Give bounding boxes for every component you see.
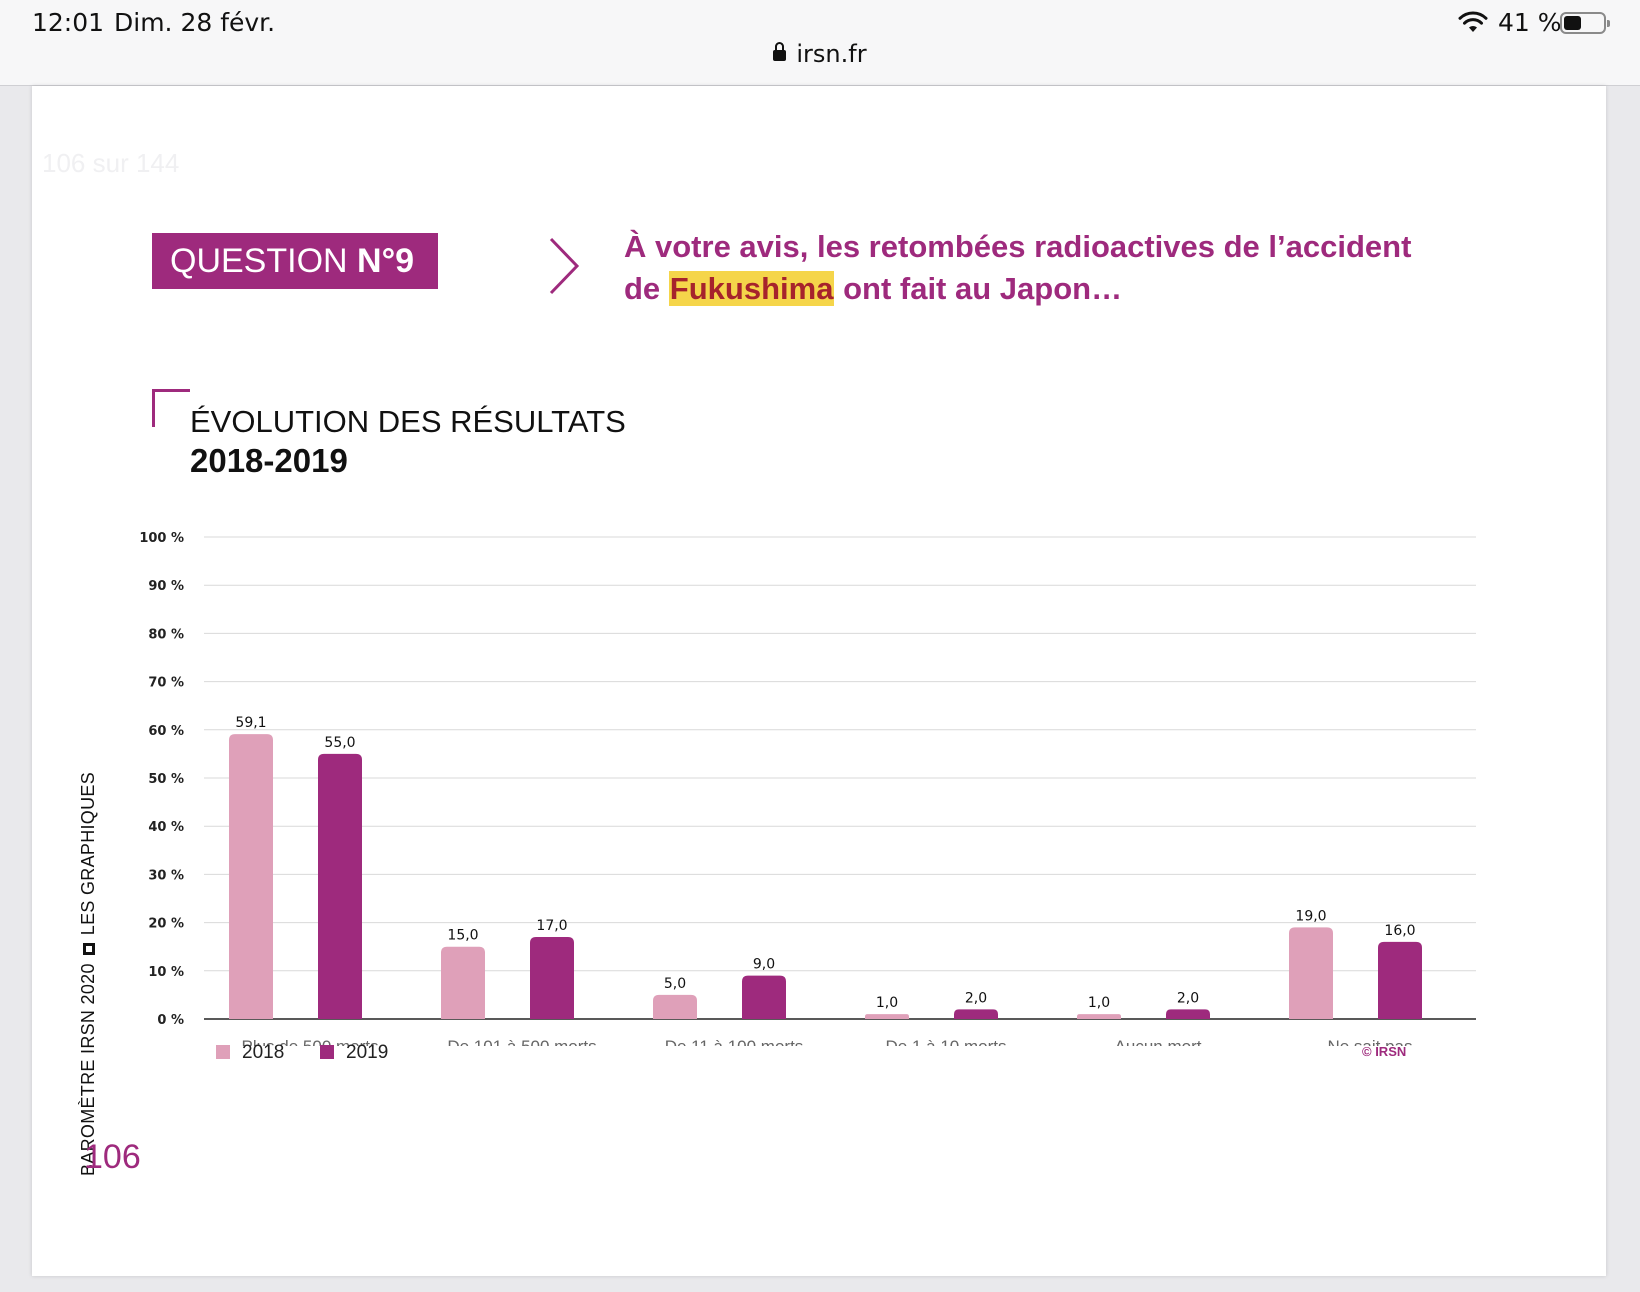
bar-2019 (954, 1009, 998, 1019)
legend-item-2018: 2018 (216, 1042, 284, 1064)
data-label: 9,0 (753, 957, 775, 973)
side-label-right: LES GRAPHIQUES (78, 771, 98, 936)
data-label: 17,0 (536, 918, 567, 934)
bar-2019 (1166, 1009, 1210, 1019)
url-text: irsn.fr (796, 40, 867, 68)
data-label: 59,1 (235, 715, 266, 731)
question-text-part: ont fait au Japon… (834, 271, 1123, 306)
x-tick-label: Ne sait pas (1327, 1037, 1412, 1046)
date: Dim. 28 févr. (114, 8, 276, 37)
bar-2018 (1077, 1014, 1121, 1019)
chevron-right-icon (549, 237, 580, 295)
bar-2019 (742, 975, 786, 1019)
bar-2018 (229, 734, 273, 1019)
bar-2018 (1289, 927, 1333, 1019)
x-tick-label: Plus de 500 morts (241, 1037, 378, 1046)
legend-label: 2018 (242, 1042, 285, 1063)
address-bar[interactable]: irsn.fr (0, 40, 1640, 68)
data-label: 16,0 (1384, 923, 1415, 939)
square-icon (83, 943, 95, 956)
data-label: 55,0 (324, 735, 355, 751)
bar-2018 (441, 946, 485, 1019)
y-tick-label: 30 % (148, 868, 184, 883)
y-tick-label: 100 % (139, 531, 184, 546)
y-tick-label: 50 % (148, 772, 184, 787)
data-label: 1,0 (1088, 995, 1110, 1011)
copyright: © IRSN (1362, 1044, 1407, 1059)
x-tick-label: Aucun mort (1115, 1037, 1202, 1046)
question-number: N°9 (357, 242, 415, 280)
section-title: ÉVOLUTION DES RÉSULTATS (190, 404, 626, 439)
y-tick-label: 20 % (148, 917, 184, 932)
y-tick-label: 40 % (148, 820, 184, 835)
data-label: 2,0 (965, 990, 987, 1006)
y-tick-label: 90 % (148, 579, 184, 594)
battery-percent: 41 % (1498, 8, 1562, 37)
bar-2019 (318, 753, 362, 1019)
bar-chart: 0 % 10 % 20 % 30 % 40 % 50 % 60 % 70 % 80 % 90 % 1… (139, 531, 1476, 1046)
data-label: 1,0 (876, 995, 898, 1011)
page-number: 106 (84, 1138, 141, 1176)
side-label: BAROMÈTRE IRSN 2020LES GRAPHIQUES (78, 772, 99, 1176)
section-years: 2018-2019 (190, 442, 348, 479)
question-label: QUESTION (170, 242, 348, 280)
question-text-part: À votre avis, les retombées radioactives… (624, 229, 1412, 306)
y-tick-label: 80 % (148, 627, 184, 642)
legend-label: 2019 (346, 1042, 389, 1063)
x-tick-label: De 1 à 10 morts (886, 1037, 1007, 1046)
question-badge: QUESTION N°9 (152, 233, 438, 289)
data-label: 19,0 (1295, 908, 1326, 924)
highlighted-word: Fukushima (668, 271, 835, 306)
y-tick-label: 60 % (148, 724, 184, 739)
data-label: 2,0 (1177, 990, 1199, 1006)
question-text: À votre avis, les retombées radioactives… (624, 226, 1424, 310)
y-tick-label: 10 % (148, 965, 184, 980)
legend-swatch (216, 1045, 230, 1059)
legend-swatch (320, 1045, 334, 1059)
y-tick-label: 0 % (157, 1013, 184, 1028)
legend-item-2019: 2019 (320, 1042, 388, 1064)
data-label: 15,0 (447, 928, 478, 944)
document-page: 106 sur 144 QUESTION N°9 À votre avis, l… (32, 86, 1606, 1276)
bar-2019 (1378, 941, 1422, 1019)
x-tick-label: De 101 à 500 morts (447, 1037, 596, 1046)
lock-icon (773, 42, 787, 61)
x-tick-label: De 11 à 100 morts (665, 1037, 804, 1046)
bar-2019 (530, 937, 574, 1019)
data-label: 5,0 (664, 976, 686, 992)
section-corner-mark (152, 389, 190, 427)
page-counter: 106 sur 144 (42, 148, 180, 178)
y-tick-label: 70 % (148, 676, 184, 691)
clock: 12:01 (32, 8, 105, 37)
ios-status-bar: 12:01 Dim. 28 févr. irsn.fr 41 % (0, 0, 1640, 86)
bar-2018 (653, 994, 697, 1019)
battery-icon (1560, 12, 1610, 34)
bar-2018 (865, 1014, 909, 1019)
wifi-icon (1458, 11, 1488, 32)
